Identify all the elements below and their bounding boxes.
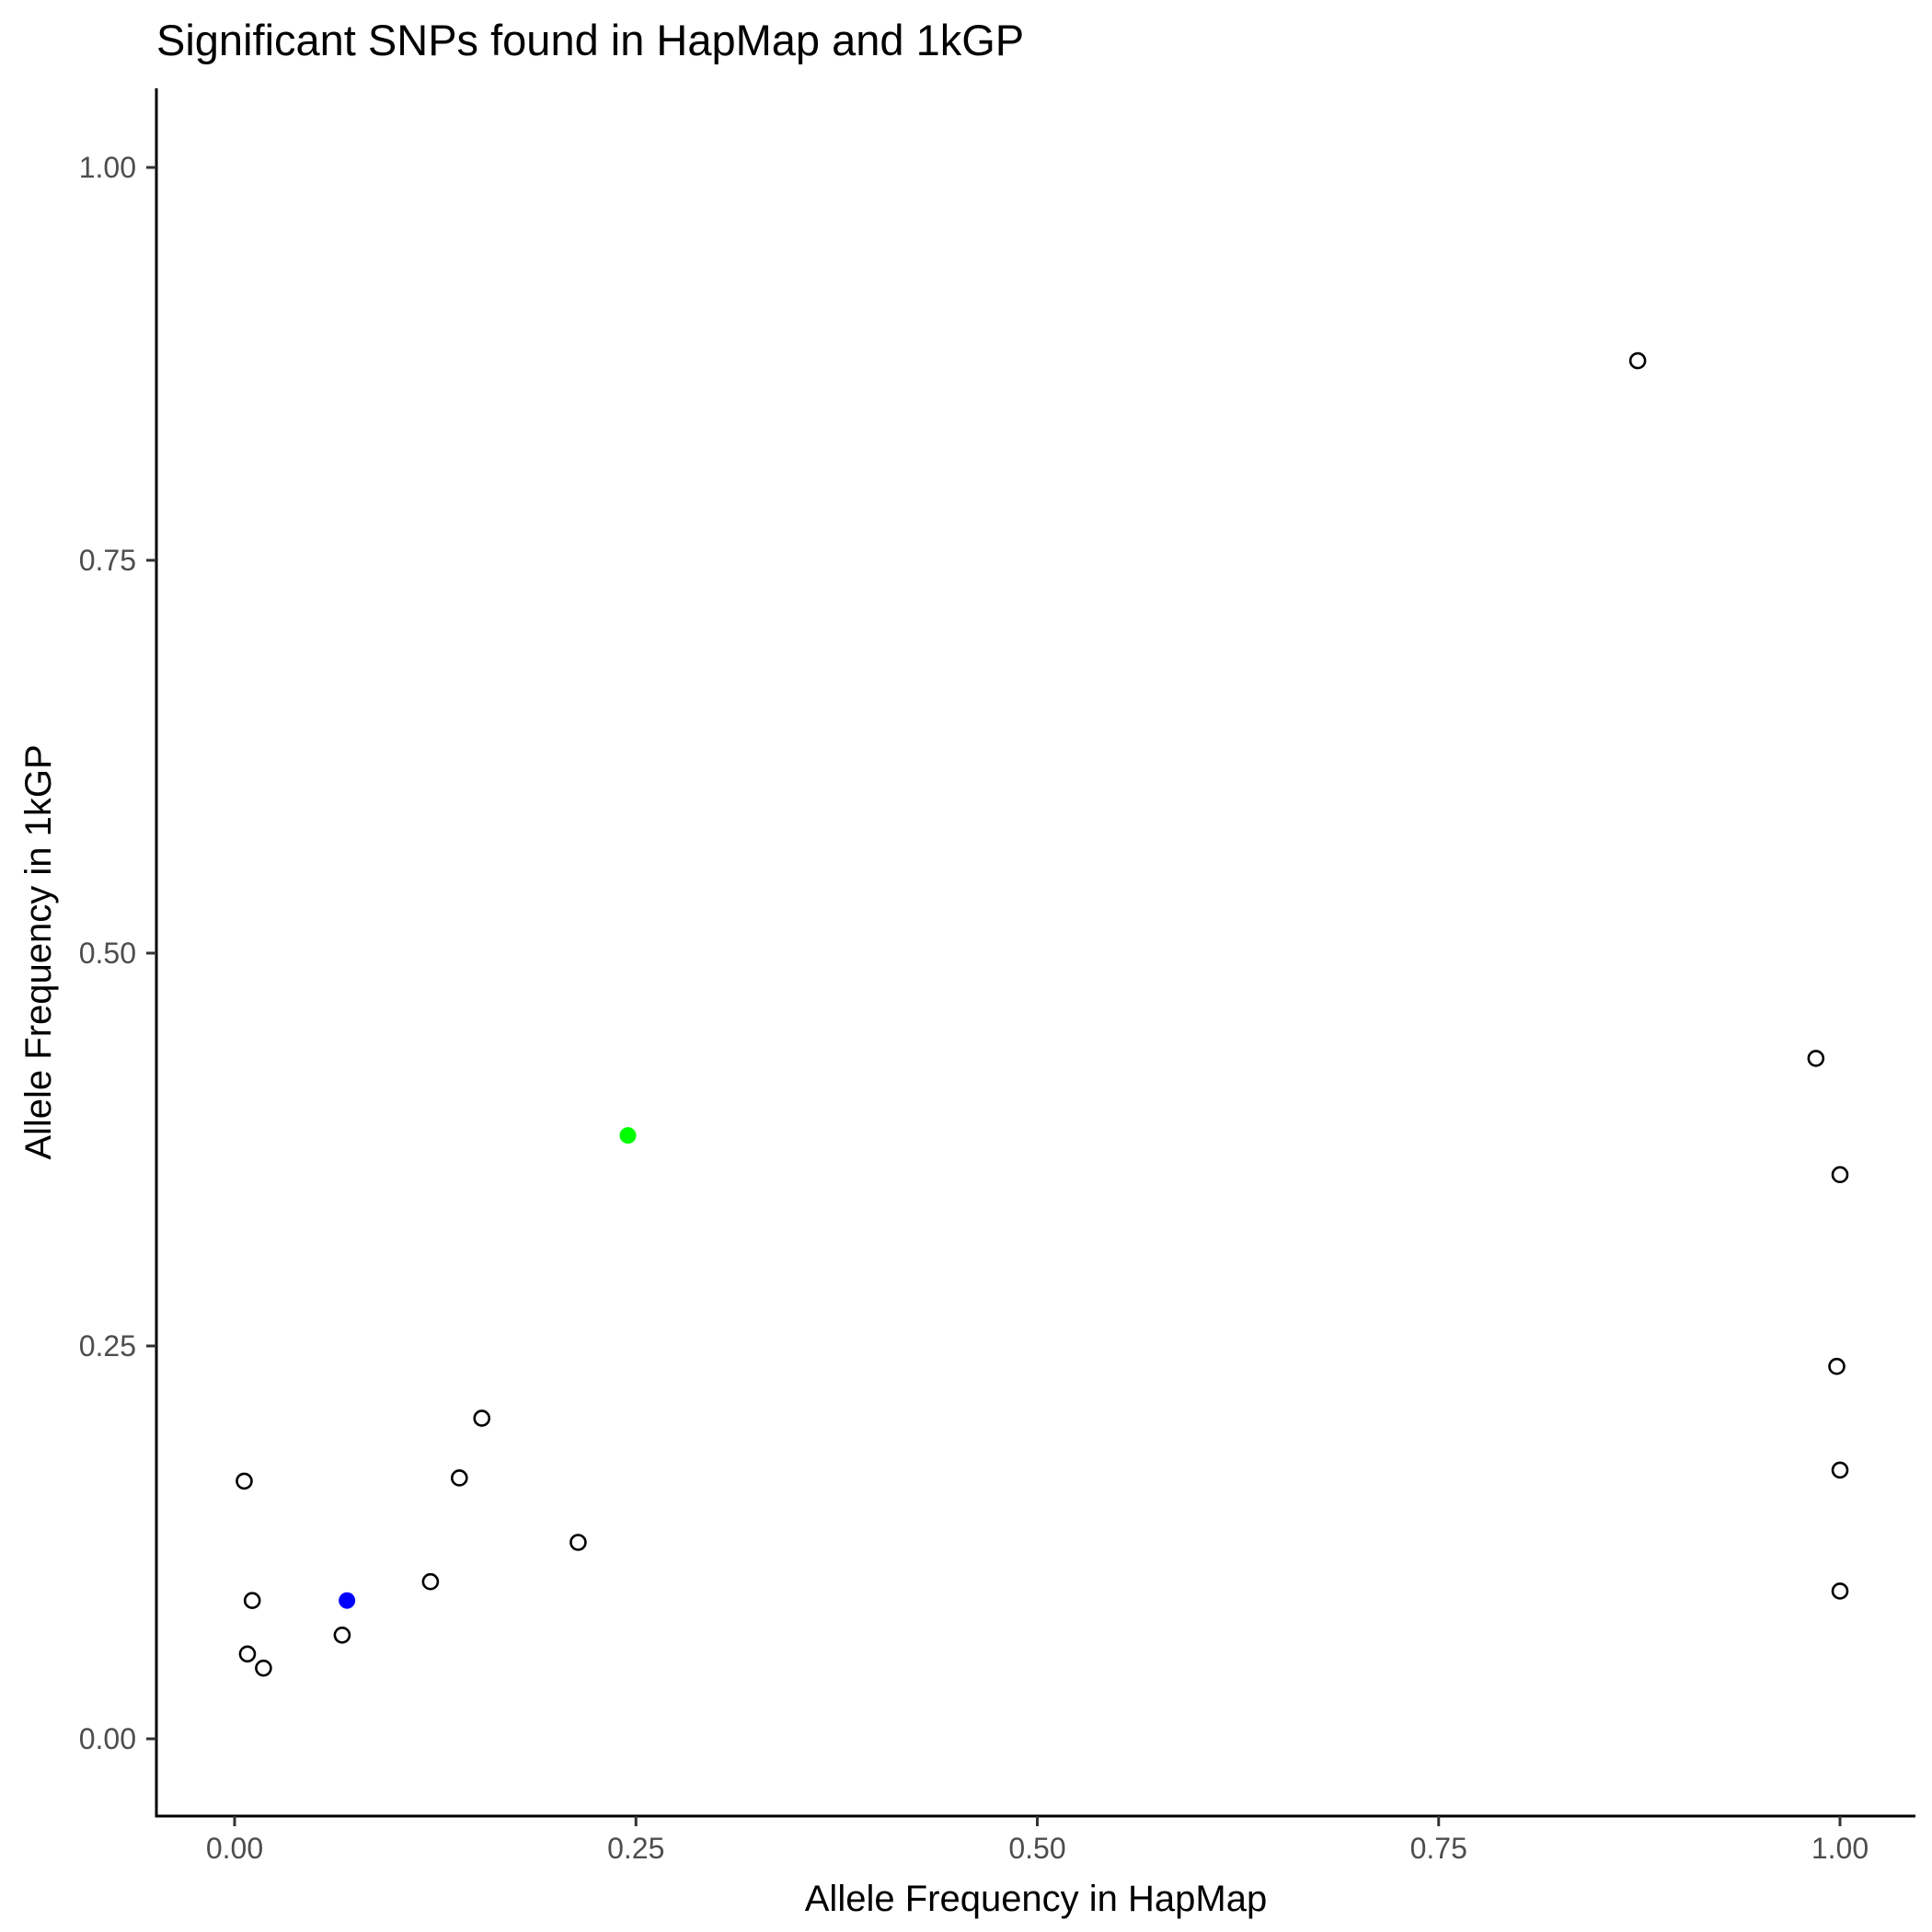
data-point <box>333 1626 351 1644</box>
plot-area <box>236 351 1849 1677</box>
data-point <box>421 1572 440 1591</box>
data-point <box>255 1659 272 1677</box>
data-point <box>450 1469 468 1487</box>
y-axis-title: Allele Frequency in 1kGP <box>18 744 59 1159</box>
data-point <box>1628 351 1647 370</box>
x-tick-label: 0.50 <box>1008 1832 1065 1865</box>
x-axis-title: Allele Frequency in HapMap <box>805 1879 1267 1919</box>
x-tick-label: 0.00 <box>206 1832 263 1865</box>
y-tick-label: 0.50 <box>79 937 136 970</box>
y-tick-label: 0.25 <box>79 1329 136 1363</box>
x-axis-ticks: 0.00 0.25 0.50 0.75 1.00 <box>206 1816 1869 1865</box>
y-tick-label: 0.00 <box>79 1722 136 1755</box>
data-point <box>473 1409 491 1427</box>
data-point <box>569 1534 587 1551</box>
x-tick-label: 0.75 <box>1410 1832 1467 1865</box>
data-point <box>1831 1461 1849 1479</box>
data-point <box>243 1592 261 1609</box>
data-point <box>1828 1357 1846 1375</box>
x-tick-label: 1.00 <box>1811 1832 1869 1865</box>
data-point <box>1831 1166 1849 1184</box>
data-point <box>619 1127 637 1144</box>
data-point <box>1807 1050 1825 1067</box>
data-point <box>339 1592 356 1609</box>
chart-title: Significant SNPs found in HapMap and 1kG… <box>156 16 1024 64</box>
y-tick-label: 1.00 <box>79 151 136 184</box>
data-point <box>238 1645 257 1663</box>
data-point <box>236 1472 253 1490</box>
y-tick-label: 0.75 <box>79 544 136 577</box>
x-tick-label: 0.25 <box>607 1832 664 1865</box>
data-point <box>1831 1582 1849 1600</box>
y-axis-ticks: 0.00 0.25 0.50 0.75 1.00 <box>79 151 156 1755</box>
